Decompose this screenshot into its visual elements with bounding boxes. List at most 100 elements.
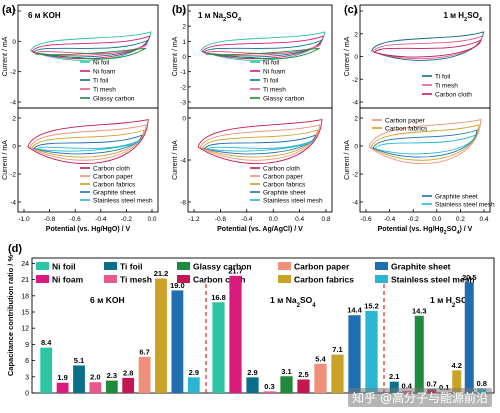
panel-letter: (b) (172, 4, 186, 16)
cv-curve (31, 35, 151, 60)
cv-curve (34, 47, 148, 60)
legend-label: Stainless steel mesh (435, 202, 495, 209)
y-tick-label: 0 (354, 54, 358, 61)
cv-curve (205, 139, 315, 152)
legend-label: Stainless steel mesh (93, 198, 153, 205)
electrolyte-title: 1 м H2SO4 (443, 11, 482, 23)
x-tick-label: 0.0 (269, 216, 278, 223)
legend-swatch (36, 275, 49, 283)
cv-curve (33, 134, 143, 155)
x-tick-label: -0.8 (44, 216, 56, 223)
data-label: 2.9 (189, 368, 199, 377)
legend-swatch (104, 262, 117, 270)
y-tick-label: -2 (10, 172, 16, 179)
legend-swatch (375, 262, 388, 270)
legend-label: Ni foil (93, 60, 110, 67)
y-tick-label: 0 (182, 116, 186, 123)
legend-label: Glassy carbon (193, 262, 252, 272)
watermark: 知乎 @高分子与能源前沿 (348, 388, 492, 407)
legend-swatch (177, 275, 190, 283)
data-label: 2.3 (107, 371, 117, 380)
electrolyte-title: 6 м KOH (28, 11, 61, 20)
y-tick-label: -1 (180, 69, 186, 76)
y-tick-label: 4 (354, 9, 358, 16)
y-tick-label: 3 (182, 9, 186, 16)
y-tick-label: -2 (10, 69, 16, 76)
data-label: 21.2 (154, 269, 169, 278)
x-tick-label: -0.2 (408, 216, 420, 223)
y-axis-label: Capacitance contribution ratio / % (6, 255, 15, 377)
x-tick-label: 0.4 (295, 216, 304, 223)
y-axis-label: Current / mA (344, 36, 351, 76)
x-axis-label: Potential (vs. Hg/HgO) / V (46, 226, 131, 233)
x-tick-label: -0.2 (121, 216, 133, 223)
data-label: 2.0 (90, 373, 100, 382)
bar-chart-panel: (d)Capacitance contribution ratio / % 0 3 6… (6, 243, 495, 398)
cv-curve (370, 124, 480, 161)
legend-label: Ti mesh (263, 87, 286, 94)
legend-swatch (278, 262, 291, 270)
legend-label: Ti mesh (93, 87, 116, 94)
bar (122, 377, 135, 393)
legend-label: Ni foil (263, 60, 280, 67)
cv-curve (368, 119, 482, 165)
legend-label: Ti foil (93, 78, 109, 85)
x-tick-label: 0.8 (321, 216, 330, 223)
y-tick-label: 18 (21, 293, 29, 300)
group-label: 6 м KOH (90, 295, 125, 305)
y-tick-label: -2 (352, 77, 358, 84)
y-tick-label: -4 (10, 100, 16, 107)
bar (280, 376, 293, 393)
data-label: 0.4 (402, 381, 413, 390)
bar (297, 379, 310, 393)
panel-letter: (d) (8, 243, 22, 255)
legend-label: Carbon fabrics (294, 275, 354, 285)
y-tick-label: 0 (182, 54, 186, 61)
cv-curve (33, 43, 148, 57)
y-tick-label: 24 (21, 261, 29, 268)
cv-panel-2: (c) 1 м H2SO4 Current / mA Current / mA 4 2 0 -… (344, 4, 495, 236)
y-axis-label: Current / mA (172, 140, 179, 180)
y-tick-label: 0 (12, 144, 16, 151)
legend-label: Carbon fabrics (385, 126, 428, 133)
bar (171, 290, 184, 393)
data-label: 1.9 (57, 373, 67, 382)
y-tick-label: 2 (12, 116, 16, 123)
y-tick-label: 2 (354, 116, 358, 123)
cv-curve (197, 119, 323, 164)
bar (187, 377, 200, 393)
legend-label: Ti foil (435, 74, 451, 81)
bar (464, 282, 474, 393)
bar (348, 315, 361, 393)
y-tick-label: -3 (180, 100, 186, 107)
legend-label: Ni foam (263, 69, 285, 76)
x-tick-label: -0.6 (360, 216, 372, 223)
cv-curve (203, 134, 317, 155)
cv-curve (205, 47, 320, 60)
upper-plot-frame (187, 4, 333, 109)
data-label: 16.8 (211, 293, 226, 302)
cv-curve (199, 124, 321, 161)
bar (155, 278, 167, 393)
y-tick-label: 2 (354, 31, 358, 38)
bar (414, 315, 424, 393)
x-tick-label: -0.8 (215, 216, 227, 223)
bar (212, 302, 225, 393)
data-label: 2.1 (389, 372, 399, 381)
y-tick-label: 0 (354, 144, 358, 151)
legend-label: Glassy carbon (93, 96, 135, 103)
legend-label: Carbon fabrics (263, 182, 306, 189)
data-label: 7.1 (332, 345, 342, 354)
bar (56, 382, 69, 393)
x-tick-label: -0.4 (241, 216, 253, 223)
bar (452, 370, 462, 393)
y-tick-label: 6 (25, 358, 29, 365)
cv-curve (372, 129, 478, 158)
legend-label: Carbon cloth (263, 166, 300, 173)
y-tick-label: 3 (25, 374, 29, 381)
legend-label: Carbon fabrics (93, 182, 136, 189)
cv-curve (27, 119, 149, 164)
data-label: 2.8 (123, 368, 133, 377)
plot-frame (31, 257, 495, 394)
